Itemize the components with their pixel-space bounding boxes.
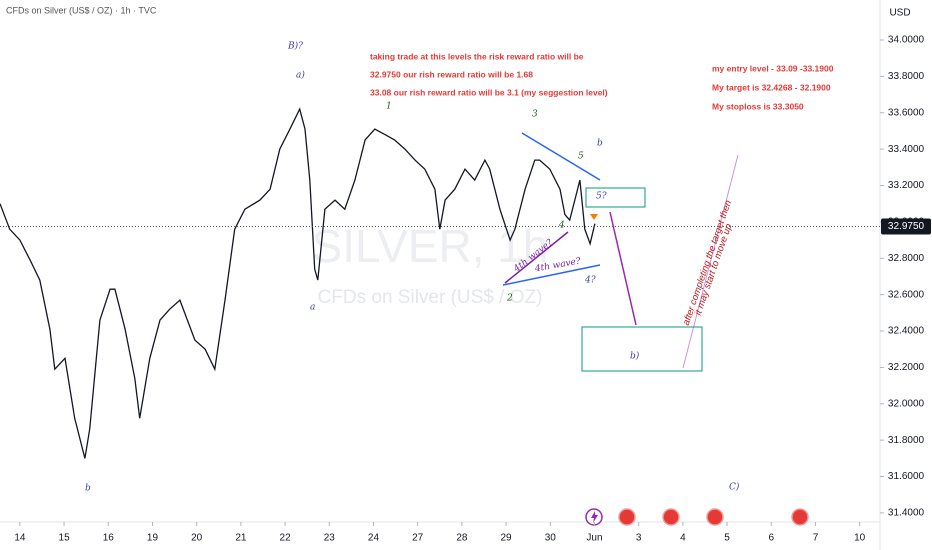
x-tick-label: 21: [235, 533, 247, 544]
projection-arrow[interactable]: [609, 211, 637, 326]
x-tick-label: 5: [724, 533, 730, 544]
x-tick-label: 6: [768, 533, 774, 544]
event-icon-glyph: [591, 511, 598, 523]
wave-label: 1: [386, 102, 392, 112]
y-tick-label: 33.4000: [888, 144, 925, 155]
wave-label: b: [597, 139, 603, 149]
wave-label: 4?: [584, 276, 596, 286]
x-tick-label: 14: [14, 533, 26, 544]
currency[interactable]: USD: [889, 8, 910, 19]
x-tick-label: 28: [456, 533, 468, 544]
event-icon[interactable]: [618, 508, 636, 526]
x-tick-label: 19: [147, 533, 159, 544]
wave-label: 3: [532, 110, 538, 120]
trendline[interactable]: [502, 264, 601, 286]
y-tick-label: 32.0000: [888, 398, 925, 409]
x-tick-label: 24: [368, 533, 380, 544]
trendline[interactable]: [521, 132, 601, 181]
plan-note: My stoploss is 33.3050: [712, 101, 804, 111]
x-tick-label: 20: [191, 533, 203, 544]
x-tick-label: Jun: [586, 533, 602, 544]
watermark: SILVER, 1h CFDs on Silver (US$ / OZ): [312, 220, 549, 308]
event-icon[interactable]: [791, 508, 809, 526]
y-tick-label: 32.8000: [888, 253, 925, 264]
trade-note: taking trade at this levels the risk rew…: [370, 51, 584, 61]
y-tick-label: 31.8000: [888, 435, 925, 446]
event-icon[interactable]: [706, 508, 724, 526]
series: [0, 107, 596, 459]
wave-label: 5: [578, 152, 584, 162]
event-icons: [585, 508, 809, 526]
y-tick-label: 32.4000: [888, 326, 925, 337]
wave-label: 2: [506, 294, 513, 304]
x-tick-label: 22: [280, 533, 292, 544]
watermark-ticker: SILVER, 1h: [312, 220, 549, 272]
wave-label: 4: [558, 221, 565, 231]
y-tick-label: 34.0000: [888, 35, 925, 46]
projection-line[interactable]: [682, 154, 739, 369]
wave-label: B)?: [287, 41, 303, 52]
price-line: [0, 107, 596, 459]
x-tick-label: 7: [813, 533, 819, 544]
event-icon[interactable]: [662, 508, 680, 526]
target-box[interactable]: [585, 187, 646, 208]
trendline[interactable]: [504, 231, 569, 284]
wave-label: 5?: [596, 192, 607, 202]
x-tick-label: 27: [412, 533, 424, 544]
x-tick-label: 15: [59, 533, 71, 544]
y-tick-label: 33.8000: [888, 71, 925, 82]
wave-label: C): [729, 482, 740, 493]
target-box[interactable]: [581, 326, 703, 372]
last-price-label: 32.9750: [888, 221, 925, 232]
x-tick-label: 4: [680, 533, 686, 544]
y-tick-label: 32.2000: [888, 362, 925, 373]
wave-label: b): [630, 351, 640, 362]
y-tick-label: 32.6000: [888, 289, 925, 300]
y-tick-label: 31.6000: [888, 471, 925, 482]
wave-label: a): [296, 70, 305, 81]
wave-label: a: [310, 303, 315, 313]
marker: [590, 214, 598, 220]
x-tick-label: 23: [324, 533, 336, 544]
watermark-name: CFDs on Silver (US$ / OZ): [318, 287, 543, 308]
plan-note: My target is 32.4268 - 32.1900: [712, 82, 831, 92]
wave-label: b: [85, 484, 91, 494]
symbol-header[interactable]: CFDs on Silver (US$ / OZ) · 1h · TVC: [6, 5, 157, 15]
trade-note: 33.08 our rish reward ratio will be 3.1 …: [370, 87, 608, 97]
x-tick-label: 30: [545, 533, 557, 544]
last-price-box: [881, 218, 931, 235]
trade-note: 32.9750 our rish reward ratio will be 1.…: [370, 69, 533, 79]
y-tick-label: 33.2000: [888, 180, 925, 191]
x-tick-label: 29: [501, 533, 513, 544]
y-tick-label: 31.4000: [888, 508, 925, 519]
x-tick-label: 10: [854, 533, 866, 544]
x-tick-label: 3: [636, 533, 642, 544]
x-tick-label: 16: [103, 533, 115, 544]
plan-note: my entry level - 33.09 -33.1900: [712, 63, 834, 73]
y-tick-label: 33.6000: [888, 107, 925, 118]
